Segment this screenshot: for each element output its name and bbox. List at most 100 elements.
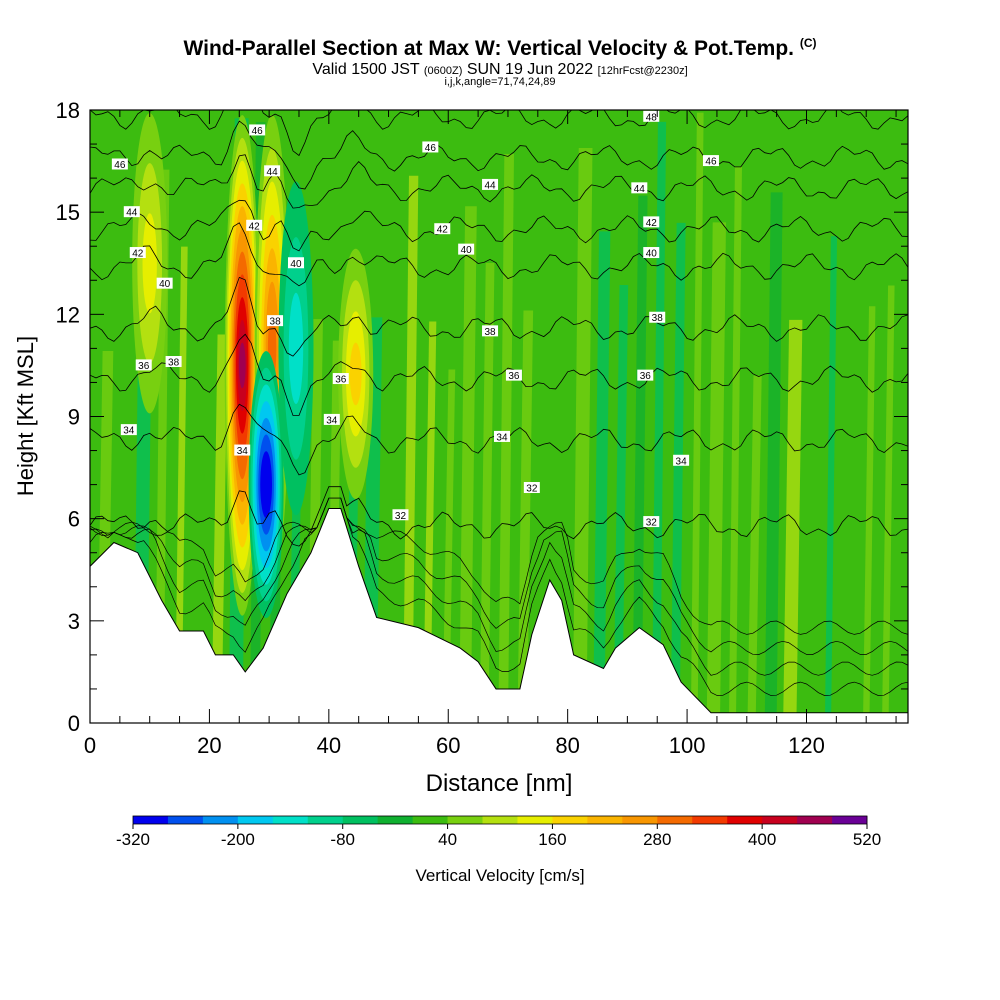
theta-label-text: 36 bbox=[508, 371, 520, 382]
velocity-streak bbox=[459, 206, 477, 723]
velocity-streak bbox=[783, 319, 803, 723]
theta-label-text: 34 bbox=[326, 415, 338, 426]
theta-label-text: 46 bbox=[114, 160, 126, 171]
colorbar-swatch bbox=[447, 816, 483, 824]
theta-contour-label: 42 bbox=[129, 247, 146, 260]
theta-label-box bbox=[649, 311, 666, 323]
colorbar-swatch bbox=[797, 816, 833, 824]
theta-label-box bbox=[523, 482, 540, 494]
theta-contour-line bbox=[90, 497, 908, 676]
updraft-contour bbox=[238, 342, 246, 389]
velocity-streak bbox=[211, 334, 228, 723]
theta-label-box bbox=[249, 124, 266, 136]
copyright-mark: (C) bbox=[799, 36, 817, 50]
colorbar-label: Vertical Velocity [cm/s] bbox=[415, 866, 584, 885]
theta-label-box bbox=[643, 516, 660, 528]
theta-label-box bbox=[673, 454, 690, 466]
theta-label-box bbox=[287, 257, 304, 269]
theta-contour-line bbox=[90, 497, 908, 635]
theta-label-text: 38 bbox=[652, 313, 664, 324]
theta-label-box bbox=[332, 373, 349, 385]
theta-label-text: 36 bbox=[138, 361, 150, 372]
colorbar-swatch bbox=[727, 816, 763, 824]
theta-contour-label: 36 bbox=[332, 373, 349, 386]
y-tick-label: 3 bbox=[68, 609, 80, 634]
theta-contour-label: 32 bbox=[643, 516, 660, 529]
theta-contour-label: 38 bbox=[649, 311, 666, 324]
theta-label-box bbox=[120, 424, 137, 436]
colorbar-tick-label: 400 bbox=[748, 830, 776, 849]
theta-label-box bbox=[643, 247, 660, 259]
colorbar-tick-label: 520 bbox=[853, 830, 881, 849]
theta-contour-line bbox=[90, 333, 908, 416]
theta-contour-label: 44 bbox=[631, 182, 648, 195]
theta-label-text: 44 bbox=[267, 167, 279, 178]
theta-label-text: 38 bbox=[270, 317, 282, 328]
theta-contour-label: 40 bbox=[458, 243, 475, 256]
convective-cells bbox=[132, 113, 374, 619]
theta-contour-label: 34 bbox=[234, 444, 251, 457]
x-tick-label: 60 bbox=[436, 733, 460, 758]
colorbar-swatch bbox=[133, 816, 169, 824]
y-tick-label: 18 bbox=[56, 98, 80, 123]
colorbar-swatch bbox=[622, 816, 658, 824]
velocity-streak bbox=[613, 285, 629, 723]
velocity-streak bbox=[670, 222, 686, 723]
theta-contour-label: 44 bbox=[264, 165, 281, 178]
theta-label-text: 32 bbox=[646, 518, 658, 529]
theta-label-text: 42 bbox=[249, 221, 261, 232]
theta-contour-line bbox=[90, 276, 908, 357]
colorbar-swatch bbox=[587, 816, 623, 824]
theta-label-box bbox=[264, 165, 281, 177]
theta-contour-label: 46 bbox=[702, 155, 719, 168]
colorbar-tick-label: -200 bbox=[221, 830, 255, 849]
chart-title: Wind-Parallel Section at Max W: Vertical… bbox=[0, 36, 1000, 61]
theta-label-box bbox=[165, 356, 182, 368]
colorbar-swatch bbox=[762, 816, 798, 824]
colorbar-swatch bbox=[342, 816, 379, 824]
y-tick-label: 12 bbox=[56, 302, 80, 327]
forecast-info: [12hrFcst@2230z] bbox=[597, 65, 688, 77]
plot-area: 46 44 42 40 38 36 34 46 44 42 40 38 36 34 34 46 44 42 40 38… bbox=[90, 110, 908, 723]
terrain bbox=[90, 507, 908, 723]
colorbar-swatch bbox=[482, 816, 518, 824]
theta-label-text: 46 bbox=[425, 143, 437, 154]
theta-label-text: 44 bbox=[126, 208, 138, 219]
theta-label-text: 40 bbox=[461, 245, 473, 256]
downdraft-contour bbox=[288, 292, 304, 405]
theta-contour-label: 36 bbox=[637, 369, 654, 382]
colorbar-swatch bbox=[657, 816, 693, 824]
colorbar-tick-label: 280 bbox=[643, 830, 671, 849]
y-axis-label: Height [Kft MSL] bbox=[13, 336, 38, 496]
theta-label-box bbox=[392, 509, 409, 521]
theta-label-box bbox=[156, 277, 173, 289]
theta-label-text: 46 bbox=[252, 126, 264, 137]
theta-contour-line bbox=[90, 120, 908, 190]
velocity-streak bbox=[651, 121, 667, 723]
theta-label-text: 36 bbox=[640, 371, 652, 382]
theta-label-box bbox=[482, 178, 499, 190]
theta-label-box bbox=[643, 110, 660, 122]
theta-label-text: 36 bbox=[335, 375, 347, 386]
theta-contour-label: 40 bbox=[156, 277, 173, 290]
velocity-streak bbox=[690, 112, 704, 723]
theta-label-text: 44 bbox=[634, 184, 646, 195]
x-tick-label: 40 bbox=[317, 733, 341, 758]
theta-label-box bbox=[135, 359, 152, 371]
theta-label-text: 32 bbox=[395, 511, 407, 522]
velocity-streak bbox=[191, 339, 210, 723]
theta-contour-labels: 46 44 42 40 38 36 34 46 44 42 40 38 36 34 34 46 44 42 40 38… bbox=[111, 110, 719, 529]
y-tick-label: 15 bbox=[56, 200, 80, 225]
x-axis-label: Distance [nm] bbox=[426, 770, 573, 797]
colorbar-swatch bbox=[237, 816, 274, 824]
colorbar-swatch bbox=[272, 816, 309, 824]
colorbar-swatch bbox=[832, 816, 868, 824]
updraft-contour bbox=[142, 213, 157, 314]
theta-contour-label: 32 bbox=[392, 509, 409, 522]
velocity-streak bbox=[572, 148, 593, 723]
theta-contour-label: 38 bbox=[267, 315, 284, 328]
theta-contour-label: 38 bbox=[482, 325, 499, 338]
theta-label-text: 46 bbox=[705, 157, 717, 168]
theta-contour-label: 42 bbox=[643, 216, 660, 229]
